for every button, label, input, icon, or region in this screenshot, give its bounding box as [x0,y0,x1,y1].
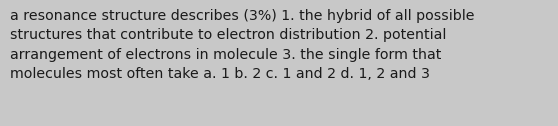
Text: a resonance structure describes (3%) 1. the hybrid of all possible
structures th: a resonance structure describes (3%) 1. … [10,9,474,81]
